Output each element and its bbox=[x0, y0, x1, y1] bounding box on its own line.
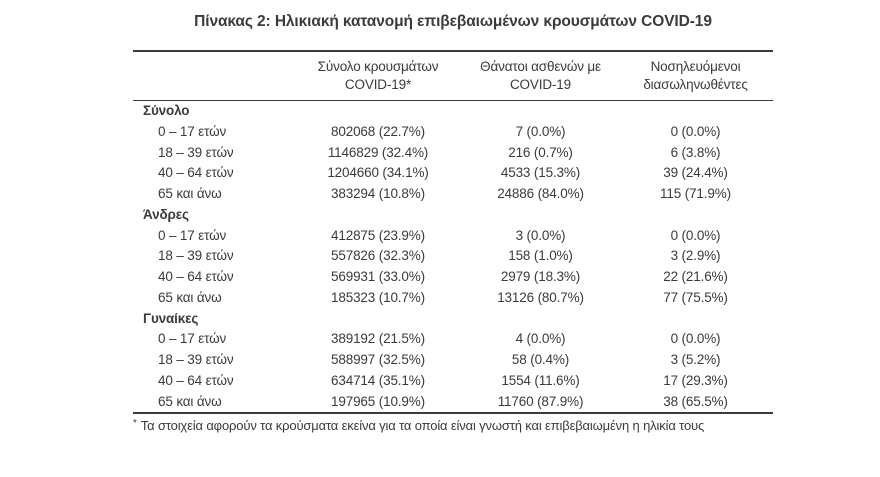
cases-cell: 588997 (32.5%) bbox=[331, 352, 425, 367]
age-group-label: 0 – 17 ετών bbox=[158, 123, 227, 139]
header-cases-line2: COVID-19* bbox=[344, 77, 412, 92]
footnote: * Τα στοιχεία αφορούν τα κρούσματα εκείνα… bbox=[133, 418, 773, 433]
deaths-cell: 3 (0.0%) bbox=[515, 227, 566, 243]
header-deaths-line2: COVID-19 bbox=[509, 77, 572, 92]
table-row: 0 – 17 ετών 802068 (22.7%) 7 (0.0%) 0 (0… bbox=[133, 122, 773, 143]
intubated-cell: 0 (0.0%) bbox=[670, 227, 721, 243]
deaths-cell: 4533 (15.3%) bbox=[500, 165, 581, 181]
intubated-cell: 77 (75.5%) bbox=[663, 289, 728, 305]
intubated-cell: 0 (0.0%) bbox=[670, 331, 721, 347]
table-row: 0 – 17 ετών 412875 (23.9%) 3 (0.0%) 0 (0… bbox=[133, 226, 773, 247]
age-group-label: 18 – 39 ετών bbox=[158, 352, 234, 367]
deaths-cell: 216 (0.7%) bbox=[508, 144, 573, 160]
header-intubated-line2: διασωληνωθέντες bbox=[643, 77, 748, 92]
age-group-label: 0 – 17 ετών bbox=[158, 227, 227, 243]
deaths-cell: 58 (0.4%) bbox=[511, 352, 570, 367]
table-header-row: Σύνολο κρουσμάτων COVID-19* Θάνατοι ασθε… bbox=[133, 52, 773, 101]
intubated-cell-empty bbox=[618, 309, 773, 330]
deaths-cell: 7 (0.0%) bbox=[515, 123, 566, 139]
intubated-cell: 3 (2.9%) bbox=[670, 248, 721, 264]
table-row: 18 – 39 ετών 588997 (32.5%) 58 (0.4%) 3 … bbox=[133, 350, 773, 371]
deaths-cell: 24886 (84.0%) bbox=[497, 186, 584, 201]
table-row: 65 και άνω 383294 (10.8%) 24886 (84.0%) … bbox=[133, 184, 773, 205]
cases-cell: 185323 (10.7%) bbox=[331, 289, 425, 305]
group-header-row: Άνδρες bbox=[133, 205, 773, 226]
footnote-text: Τα στοιχεία αφορούν τα κρούσματα εκείνα … bbox=[140, 418, 705, 434]
header-deaths-line1: Θάνατοι ασθενών με bbox=[480, 59, 601, 74]
age-group-label: 65 και άνω bbox=[158, 186, 222, 201]
deaths-cell-empty bbox=[463, 101, 618, 122]
intubated-cell: 115 (71.9%) bbox=[660, 186, 731, 201]
age-group-label: 0 – 17 ετών bbox=[158, 331, 227, 347]
deaths-cell: 13126 (80.7%) bbox=[497, 289, 584, 305]
intubated-cell-empty bbox=[618, 101, 773, 122]
cases-cell-empty bbox=[293, 205, 463, 226]
cases-cell-empty bbox=[293, 101, 463, 122]
age-group-label: 65 και άνω bbox=[158, 393, 222, 409]
age-group-label: 18 – 39 ετών bbox=[158, 144, 234, 160]
cases-cell: 383294 (10.8%) bbox=[331, 186, 425, 201]
group-label: Σύνολο bbox=[143, 103, 190, 118]
table-title: Πίνακας 2: Ηλικιακή κατανομή επιβεβαιωμέ… bbox=[194, 13, 712, 30]
intubated-cell: 0 (0.0%) bbox=[670, 123, 721, 139]
footnote-asterisk: * bbox=[133, 418, 137, 430]
deaths-cell-empty bbox=[463, 309, 618, 330]
intubated-cell: 39 (24.4%) bbox=[663, 165, 728, 181]
table-body: Σύνολο 0 – 17 ετών 802068 (22.7%) 7 (0.0… bbox=[133, 101, 773, 412]
table-row: 40 – 64 ετών 634714 (35.1%) 1554 (11.6%)… bbox=[133, 371, 773, 392]
age-group-label: 40 – 64 ετών bbox=[158, 269, 234, 284]
report-page: Πίνακας 2: Ηλικιακή κατανομή επιβεβαιωμέ… bbox=[133, 0, 773, 433]
group-label: Γυναίκες bbox=[143, 310, 199, 326]
age-group-label: 18 – 39 ετών bbox=[158, 248, 234, 264]
cases-cell: 1146829 (32.4%) bbox=[327, 144, 429, 160]
header-cases-line1: Σύνολο κρουσμάτων bbox=[317, 59, 439, 74]
cases-cell: 569931 (33.0%) bbox=[331, 269, 425, 284]
intubated-cell: 3 (5.2%) bbox=[670, 352, 721, 367]
deaths-cell: 1554 (11.6%) bbox=[501, 372, 580, 388]
table-row: 18 – 39 ετών 1146829 (32.4%) 216 (0.7%) … bbox=[133, 143, 773, 164]
cases-cell: 802068 (22.7%) bbox=[331, 123, 425, 139]
cases-cell: 389192 (21.5%) bbox=[331, 331, 425, 347]
intubated-cell: 22 (21.6%) bbox=[663, 269, 728, 284]
header-cell-intubated: Νοσηλευόμενοι διασωληνωθέντες bbox=[618, 58, 773, 94]
table-row: 18 – 39 ετών 557826 (32.3%) 158 (1.0%) 3… bbox=[133, 246, 773, 267]
header-cell-cases: Σύνολο κρουσμάτων COVID-19* bbox=[293, 58, 463, 94]
cases-cell: 412875 (23.9%) bbox=[331, 227, 425, 243]
cases-cell: 634714 (35.1%) bbox=[331, 372, 425, 388]
deaths-cell: 158 (1.0%) bbox=[508, 248, 573, 264]
deaths-cell: 2979 (18.3%) bbox=[500, 269, 581, 284]
group-label: Άνδρες bbox=[143, 206, 189, 222]
table-row: 0 – 17 ετών 389192 (21.5%) 4 (0.0%) 0 (0… bbox=[133, 329, 773, 350]
header-cell-empty bbox=[133, 58, 293, 94]
table-row: 40 – 64 ετών 569931 (33.0%) 2979 (18.3%)… bbox=[133, 267, 773, 288]
cases-cell: 197965 (10.9%) bbox=[331, 393, 425, 409]
age-group-label: 65 και άνω bbox=[158, 289, 222, 305]
cases-cell: 1204660 (34.1%) bbox=[327, 165, 429, 181]
age-group-label: 40 – 64 ετών bbox=[158, 165, 234, 181]
intubated-cell: 17 (29.3%) bbox=[663, 372, 728, 388]
covid-age-table: Σύνολο κρουσμάτων COVID-19* Θάνατοι ασθε… bbox=[133, 50, 773, 415]
table-row: 65 και άνω 185323 (10.7%) 13126 (80.7%) … bbox=[133, 288, 773, 309]
deaths-cell: 11760 (87.9%) bbox=[497, 393, 584, 409]
intubated-cell-empty bbox=[618, 205, 773, 226]
header-cell-deaths: Θάνατοι ασθενών με COVID-19 bbox=[463, 58, 618, 94]
deaths-cell-empty bbox=[463, 205, 618, 226]
deaths-cell: 4 (0.0%) bbox=[515, 331, 566, 347]
cases-cell-empty bbox=[293, 309, 463, 330]
group-header-row: Σύνολο bbox=[133, 101, 773, 122]
table-row: 40 – 64 ετών 1204660 (34.1%) 4533 (15.3%… bbox=[133, 163, 773, 184]
group-header-row: Γυναίκες bbox=[133, 309, 773, 330]
cases-cell: 557826 (32.3%) bbox=[331, 248, 425, 264]
intubated-cell: 6 (3.8%) bbox=[670, 144, 721, 160]
intubated-cell: 38 (65.5%) bbox=[663, 393, 728, 409]
age-group-label: 40 – 64 ετών bbox=[158, 372, 234, 388]
header-intubated-line1: Νοσηλευόμενοι bbox=[650, 59, 741, 74]
table-row: 65 και άνω 197965 (10.9%) 11760 (87.9%) … bbox=[133, 392, 773, 413]
